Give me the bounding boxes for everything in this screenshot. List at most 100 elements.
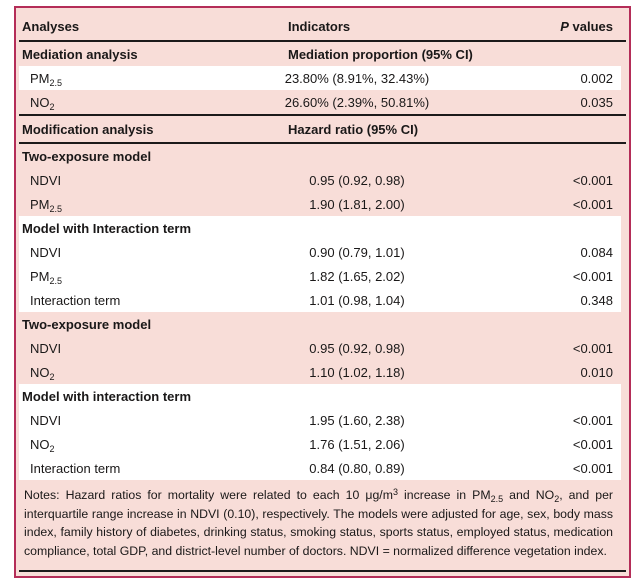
superscript: 3 bbox=[392, 487, 398, 497]
row-label: PM2.5 bbox=[22, 268, 212, 286]
text-segment: PM bbox=[30, 70, 50, 86]
group-title-label: Two-exposure model bbox=[22, 316, 152, 332]
section-measure: Mediation proportion (95% CI) bbox=[288, 46, 473, 62]
row-label: PM2.5 bbox=[22, 196, 212, 214]
row-value: 1.90 (1.81, 2.00) bbox=[309, 196, 405, 212]
results-table: Analyses Indicators P values Mediation a… bbox=[14, 6, 631, 578]
table-row: NO2 1.76 (1.51, 2.06) <0.001 bbox=[16, 432, 629, 456]
mediation-section-header: Mediation analysis Mediation proportion … bbox=[16, 42, 629, 66]
row-label: Interaction term bbox=[22, 294, 212, 307]
row-p-value: <0.001 bbox=[572, 436, 613, 452]
group-title-row: Two-exposure model bbox=[16, 312, 629, 336]
modification-groups: Two-exposure model NDVI 0.95 (0.92, 0.98) <… bbox=[16, 144, 629, 480]
text-segment: NO bbox=[30, 364, 50, 380]
row-label: NDVI bbox=[22, 342, 212, 355]
mediation-rows: PM2.5 23.80% (8.91%, 32.43%) 0.002 NO2 26.60… bbox=[16, 66, 629, 114]
text-segment: Notes: Hazard ratios for mortality were … bbox=[24, 488, 393, 502]
row-label: NO2 bbox=[22, 94, 212, 112]
text-segment: and NO bbox=[503, 488, 555, 502]
row-value: 0.90 (0.79, 1.01) bbox=[309, 244, 405, 260]
text-segment: NDVI bbox=[30, 340, 62, 356]
row-value: 1.82 (1.65, 2.02) bbox=[309, 268, 405, 284]
row-value: 23.80% (8.91%, 32.43%) bbox=[284, 70, 430, 86]
text-segment: , and per interquartile range increase i… bbox=[24, 488, 613, 559]
row-p-value: <0.001 bbox=[572, 172, 613, 188]
group-title-label: Model with Interaction term bbox=[22, 220, 192, 236]
p-symbol: P bbox=[560, 18, 569, 34]
group-title-row: Model with Interaction term bbox=[16, 216, 629, 240]
section-title: Mediation analysis bbox=[22, 46, 138, 62]
table-notes: Notes: Hazard ratios for mortality were … bbox=[16, 480, 629, 570]
table-row: NDVI 0.90 (0.79, 1.01) 0.084 bbox=[16, 240, 629, 264]
row-label: NDVI bbox=[22, 246, 212, 259]
row-p-value: <0.001 bbox=[572, 412, 613, 428]
table-row: NDVI 1.95 (1.60, 2.38) <0.001 bbox=[16, 408, 629, 432]
row-value: 1.10 (1.02, 1.18) bbox=[309, 364, 405, 380]
text-segment: Interaction term bbox=[30, 292, 121, 308]
horizontal-rule bbox=[19, 114, 626, 116]
row-value: 1.95 (1.60, 2.38) bbox=[309, 412, 405, 428]
row-p-value: 0.348 bbox=[580, 292, 613, 308]
model-group: Two-exposure model NDVI 0.95 (0.92, 0.98) <… bbox=[16, 312, 629, 384]
text-segment: NDVI bbox=[30, 172, 62, 188]
group-title-row: Two-exposure model bbox=[16, 144, 629, 168]
text-segment: PM bbox=[30, 268, 50, 284]
group-title-label: Model with interaction term bbox=[22, 388, 192, 404]
row-value: 0.84 (0.80, 0.89) bbox=[309, 460, 405, 476]
text-segment: NDVI bbox=[30, 412, 62, 428]
modification-section-header: Modification analysis Hazard ratio (95% … bbox=[16, 116, 629, 142]
horizontal-rule bbox=[19, 142, 626, 144]
row-p-value: <0.001 bbox=[572, 460, 613, 476]
group-title-label: Two-exposure model bbox=[22, 148, 152, 164]
subscript: 2 bbox=[554, 494, 560, 504]
p-values-label: values bbox=[568, 18, 613, 34]
horizontal-rule bbox=[19, 40, 626, 42]
text-segment: Interaction term bbox=[30, 460, 121, 476]
text-segment: increase in PM bbox=[397, 488, 491, 502]
table-row: NDVI 0.95 (0.92, 0.98) <0.001 bbox=[16, 168, 629, 192]
row-p-value: 0.035 bbox=[580, 94, 613, 110]
table-row: NO2 1.10 (1.02, 1.18) 0.010 bbox=[16, 360, 629, 384]
row-label: NO2 bbox=[22, 364, 212, 382]
row-label: PM2.5 bbox=[22, 70, 212, 88]
row-label: NDVI bbox=[22, 174, 212, 187]
subscript: 2.5 bbox=[49, 275, 63, 286]
row-p-value: <0.001 bbox=[572, 268, 613, 284]
section-title: Modification analysis bbox=[22, 121, 154, 137]
row-p-value: 0.084 bbox=[580, 244, 613, 260]
table-row: PM2.5 1.82 (1.65, 2.02) <0.001 bbox=[16, 264, 629, 288]
table-row: Interaction term 0.84 (0.80, 0.89) <0.001 bbox=[16, 456, 629, 480]
group-title-row: Model with interaction term bbox=[16, 384, 629, 408]
text-segment: NDVI bbox=[30, 244, 62, 260]
subscript: 2.5 bbox=[49, 77, 63, 88]
row-label: NDVI bbox=[22, 414, 212, 427]
subscript: 2 bbox=[49, 371, 55, 382]
row-value: 0.95 (0.92, 0.98) bbox=[309, 172, 405, 188]
subscript: 2.5 bbox=[49, 203, 63, 214]
table-row: NO2 26.60% (2.39%, 50.81%) 0.035 bbox=[16, 90, 629, 114]
column-header-p-values: P values bbox=[502, 20, 613, 33]
table-header-row: Analyses Indicators P values bbox=[16, 8, 629, 40]
table-row: NDVI 0.95 (0.92, 0.98) <0.001 bbox=[16, 336, 629, 360]
row-label: NO2 bbox=[22, 436, 212, 454]
subscript: 2 bbox=[49, 101, 55, 112]
model-group: Model with interaction term NDVI 1.95 (1.6… bbox=[16, 384, 629, 480]
column-header-indicators: Indicators bbox=[288, 18, 351, 34]
row-value: 1.01 (0.98, 1.04) bbox=[309, 292, 405, 308]
row-value: 1.76 (1.51, 2.06) bbox=[309, 436, 405, 452]
subscript: 2 bbox=[49, 443, 55, 454]
subscript: 2.5 bbox=[490, 494, 504, 504]
bottom-rule bbox=[19, 570, 626, 572]
row-value: 26.60% (2.39%, 50.81%) bbox=[284, 94, 430, 110]
text-segment: NO bbox=[30, 94, 50, 110]
row-value: 0.95 (0.92, 0.98) bbox=[309, 340, 405, 356]
text-segment: NO bbox=[30, 436, 50, 452]
table-row: Interaction term 1.01 (0.98, 1.04) 0.348 bbox=[16, 288, 629, 312]
model-group: Model with Interaction term NDVI 0.90 (0.7… bbox=[16, 216, 629, 312]
row-p-value: <0.001 bbox=[572, 340, 613, 356]
row-p-value: 0.010 bbox=[580, 364, 613, 380]
text-segment: PM bbox=[30, 196, 50, 212]
column-header-analyses: Analyses bbox=[22, 18, 80, 34]
table-row: PM2.5 1.90 (1.81, 2.00) <0.001 bbox=[16, 192, 629, 216]
table-row: PM2.5 23.80% (8.91%, 32.43%) 0.002 bbox=[16, 66, 629, 90]
